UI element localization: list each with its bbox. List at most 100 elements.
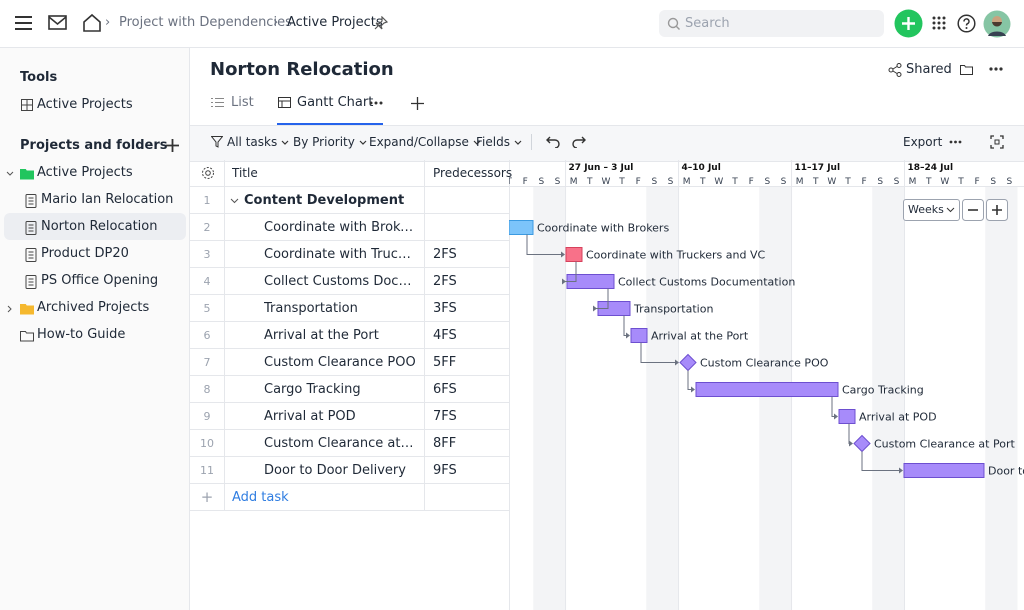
breadcrumb[interactable]: Active Projects	[287, 15, 383, 30]
day-label: F	[975, 177, 980, 187]
home-icon[interactable]	[82, 13, 102, 33]
search-icon	[667, 17, 681, 31]
export-button[interactable]: Export	[903, 135, 942, 149]
fullscreen-button[interactable]	[990, 135, 1004, 149]
task-title[interactable]: Coordinate with Brokers	[264, 214, 416, 241]
add-icon: +	[190, 484, 224, 511]
toolbar-button[interactable]: Expand/Collapse	[369, 135, 469, 149]
task-title[interactable]: Collect Customs Documentation	[264, 268, 416, 295]
nav-item[interactable]: Active Projects	[37, 97, 133, 112]
nav-item[interactable]: How-to Guide	[37, 327, 125, 342]
row-number: 6	[190, 322, 224, 349]
task-title[interactable]: Custom Clearance at Port	[264, 430, 416, 457]
task-title[interactable]: Door to Door Delivery	[264, 457, 416, 484]
day-label: W	[714, 177, 723, 187]
tab[interactable]: Gantt Chart	[297, 95, 373, 110]
nav-item[interactable]: Mario Ian Relocation	[41, 192, 173, 207]
bar-label: Arrival at POD	[859, 411, 937, 424]
row-number: 10	[190, 430, 224, 457]
add-folder-button[interactable]	[166, 139, 179, 152]
search-placeholder: Search	[685, 16, 730, 31]
task-title[interactable]: Arrival at the Port	[264, 322, 416, 349]
toolbar-button[interactable]: All tasks	[227, 135, 277, 149]
zoom-value: Weeks	[908, 203, 944, 216]
chevron	[281, 140, 289, 146]
predecessor: 6FS	[433, 376, 457, 403]
predecessor: 7FS	[433, 403, 457, 430]
toolbar-button[interactable]: Fields	[476, 135, 510, 149]
weekend-shade	[533, 187, 565, 610]
grid-icon	[21, 99, 33, 111]
help-icon[interactable]	[957, 14, 976, 33]
tab-menu[interactable]	[369, 101, 383, 105]
bar-label: Door to Door Delivery	[988, 465, 1024, 478]
day-label: T	[731, 177, 738, 187]
gantt-chart: TFSSMTWTFSSMTWTFSSMTWTFSSMTWTFSS27 Jun –…	[509, 160, 1024, 610]
week-label: 4–10 Jul	[682, 163, 721, 173]
caret[interactable]	[6, 305, 14, 313]
folder-icon[interactable]	[960, 64, 973, 75]
task-title[interactable]: Cargo Tracking	[264, 376, 416, 403]
add-task[interactable]: Add task	[232, 484, 289, 511]
row-number: 8	[190, 376, 224, 403]
doc-icon	[24, 248, 38, 262]
add-button[interactable]	[894, 9, 923, 38]
predecessor: 8FF	[433, 430, 456, 457]
predecessor: 5FF	[433, 349, 456, 376]
nav-item[interactable]: Norton Relocation	[41, 219, 157, 234]
mail-icon[interactable]	[48, 15, 68, 31]
nav-item[interactable]: Archived Projects	[37, 300, 149, 315]
row-number: 5	[190, 295, 224, 322]
day-label: S	[555, 177, 561, 187]
settings-icon[interactable]	[201, 166, 215, 180]
day-label: S	[668, 177, 674, 187]
more-icon[interactable]	[949, 140, 962, 144]
day-label: T	[957, 177, 964, 187]
task-title[interactable]: Coordinate with Truckers and VC	[264, 241, 416, 268]
zoom-out[interactable]	[962, 199, 984, 221]
redo-button[interactable]	[572, 136, 586, 148]
dependency-line	[688, 371, 692, 390]
share-icon[interactable]	[888, 63, 902, 77]
task-title[interactable]: Content Development	[244, 187, 419, 214]
shared-button[interactable]: Shared	[906, 62, 952, 77]
day-label: T	[925, 177, 932, 187]
folder-icon	[20, 329, 34, 343]
bar-label: Custom Clearance POO	[700, 357, 829, 370]
task-title[interactable]: Transportation	[264, 295, 416, 322]
zoom-select[interactable]: Weeks	[903, 199, 960, 221]
avatar[interactable]	[983, 10, 1011, 38]
sidebar: Tools Active Projects Projects and folde…	[0, 48, 190, 610]
chevron	[946, 207, 955, 213]
add-view-button[interactable]	[411, 97, 424, 110]
nav-item[interactable]: PS Office Opening	[41, 273, 158, 288]
row-number: 11	[190, 457, 224, 484]
day-label: T	[509, 177, 512, 187]
bar-label: Transportation	[633, 303, 713, 316]
tab[interactable]: List	[231, 95, 254, 110]
nav-item[interactable]: Active Projects	[37, 165, 133, 180]
zoom-in[interactable]	[986, 199, 1008, 221]
caret[interactable]	[230, 198, 239, 204]
day-label: S	[990, 177, 996, 187]
day-label: W	[601, 177, 610, 187]
search-box[interactable]: Search	[659, 10, 884, 37]
more-icon[interactable]	[989, 67, 1003, 71]
breadcrumb[interactable]: Project with Dependencies	[119, 15, 292, 30]
predecessor: 3FS	[433, 295, 457, 322]
row-number: 1	[190, 187, 224, 214]
row-number: 3	[190, 241, 224, 268]
toolbar-button[interactable]: By Priority	[293, 135, 355, 149]
task-title[interactable]: Arrival at POD	[264, 403, 416, 430]
task-title[interactable]: Custom Clearance POO	[264, 349, 416, 376]
undo-button[interactable]	[546, 136, 560, 148]
caret[interactable]	[6, 170, 14, 178]
apps-icon[interactable]	[932, 16, 946, 30]
pin-icon[interactable]	[374, 16, 388, 30]
separator	[531, 134, 532, 150]
day-label: W	[940, 177, 949, 187]
dependency-line	[624, 316, 627, 336]
week-label: 27 Jun – 3 Jul	[569, 163, 634, 173]
nav-item[interactable]: Product DP20	[41, 246, 129, 261]
menu-icon[interactable]	[14, 15, 34, 31]
